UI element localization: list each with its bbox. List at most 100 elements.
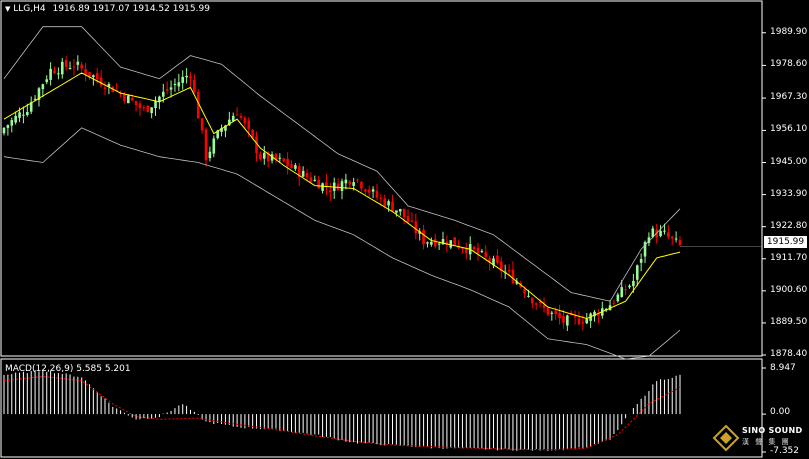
price-tick-label: 1945.00 [770, 156, 808, 167]
bear-candle [678, 239, 682, 245]
bull-candle [161, 91, 165, 97]
bear-candle [255, 136, 258, 154]
bull-candle [228, 119, 231, 126]
bear-candle [235, 114, 239, 116]
bear-candle [577, 318, 581, 325]
bull-candle [154, 101, 157, 109]
bear-candle [597, 312, 600, 316]
bear-candle [356, 179, 359, 181]
price-tick-label: 1900.60 [770, 284, 808, 295]
bear-candle [329, 190, 332, 193]
bear-candle [200, 118, 204, 131]
bull-candle [76, 61, 80, 65]
bull-candle [212, 138, 216, 154]
bear-candle [259, 154, 262, 160]
macd-signal-line [3, 375, 681, 451]
price-tick-label: 1889.50 [770, 316, 808, 327]
bull-candle [398, 209, 402, 212]
bear-candle [534, 303, 538, 305]
chart-title: ▼ LLG,H4 1916.89 1917.07 1914.52 1915.99 [5, 4, 210, 14]
bull-candle [418, 231, 422, 234]
collapse-triangle-icon[interactable]: ▼ [5, 5, 11, 13]
bear-candle [558, 312, 561, 319]
bull-candle [651, 228, 655, 237]
bull-candle [68, 67, 72, 69]
bull-candle [29, 102, 33, 112]
price-tick-label: 1933.90 [770, 188, 808, 199]
bear-candle [348, 181, 352, 185]
bear-candle [484, 252, 488, 257]
price-tick-label: 1967.30 [770, 92, 808, 103]
bear-candle [84, 69, 87, 75]
logo-name: SINO SOUND [742, 426, 803, 435]
bull-candle [45, 79, 49, 83]
bear-candle [325, 182, 328, 188]
bear-candle [266, 152, 270, 162]
bear-candle [251, 129, 254, 138]
bull-candle [92, 75, 95, 77]
bull-candle [566, 315, 569, 326]
bull-candle [643, 242, 647, 257]
bull-candle [208, 151, 212, 159]
bear-candle [317, 179, 320, 189]
bear-candle [562, 316, 565, 323]
bear-candle [364, 189, 367, 192]
bear-candle [165, 89, 169, 91]
bear-candle [511, 269, 515, 284]
bear-candle [95, 73, 99, 80]
bear-candle [146, 105, 150, 113]
bull-candle [430, 241, 433, 245]
bull-candle [33, 98, 37, 100]
bull-candle [674, 238, 678, 240]
bull-candle [150, 107, 153, 114]
bull-candle [127, 95, 130, 104]
price-tick-label: 1956.10 [770, 124, 808, 135]
bear-candle [130, 97, 134, 101]
bull-candle [270, 154, 274, 161]
bear-candle [138, 103, 142, 109]
bollinger-upper-line [3, 26, 681, 302]
bear-candle [243, 117, 247, 124]
symbol-timeframe: LLG,H4 [13, 4, 46, 14]
bull-candle [216, 130, 219, 139]
bear-candle [274, 153, 278, 160]
bull-candle [616, 294, 620, 302]
bear-candle [612, 302, 616, 304]
bear-candle [391, 201, 394, 212]
bear-candle [433, 239, 437, 247]
bull-candle [294, 165, 297, 169]
bull-candle [628, 285, 631, 288]
bear-candle [88, 72, 91, 77]
bear-candle [290, 164, 293, 168]
bear-candle [542, 305, 546, 308]
bear-candle [99, 77, 103, 86]
bull-candle [585, 318, 589, 324]
bear-candle [670, 236, 674, 239]
bear-candle [465, 248, 468, 254]
bull-candle [515, 281, 519, 284]
bull-candle [635, 265, 639, 280]
bear-candle [123, 94, 126, 102]
bull-candle [177, 82, 181, 87]
bull-candle [593, 311, 596, 317]
bull-candle [49, 68, 52, 80]
bear-candle [309, 177, 313, 182]
ohlc-values: 1916.89 1917.07 1914.52 1915.99 [52, 4, 210, 14]
macd-axis-bottom: -7.352 [770, 446, 800, 456]
bear-candle [379, 197, 383, 199]
bear-candle [103, 87, 107, 90]
price-tick-label: 1911.70 [770, 252, 808, 263]
bull-candle [18, 112, 21, 118]
price-pane-border [0, 0, 763, 357]
bear-candle [134, 100, 138, 105]
bear-candle [624, 289, 627, 291]
bull-candle [352, 182, 355, 186]
bear-candle [383, 198, 387, 207]
bull-candle [41, 84, 45, 90]
bear-candle [523, 288, 526, 294]
bear-candle [507, 270, 511, 272]
bull-candle [620, 287, 624, 298]
bull-candle [26, 111, 29, 116]
